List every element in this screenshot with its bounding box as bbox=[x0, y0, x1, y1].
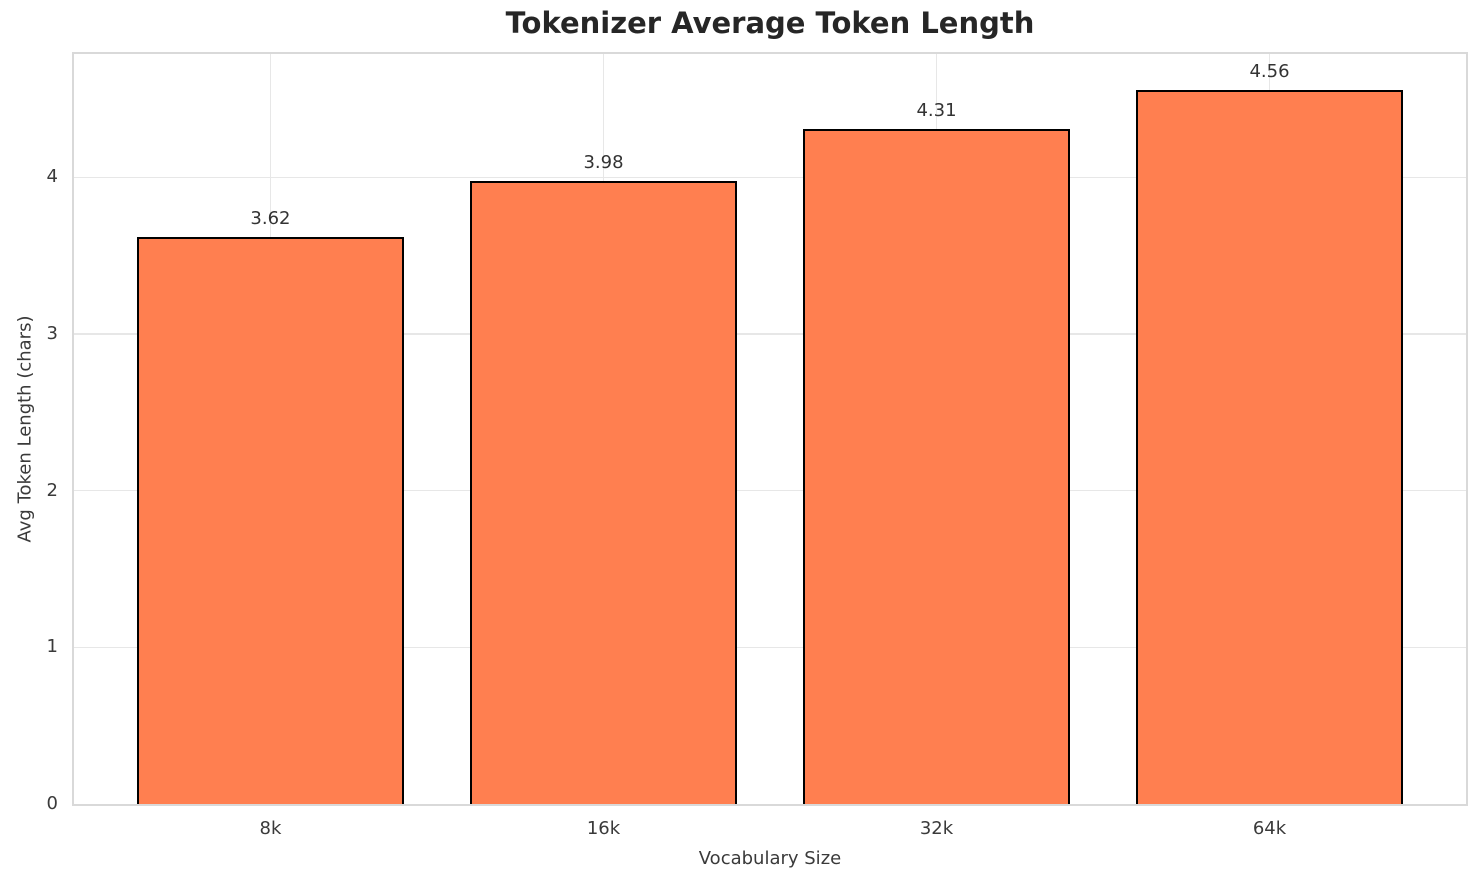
x-tick-label-8k: 8k bbox=[259, 818, 282, 839]
x-tick-label-32k: 32k bbox=[919, 818, 954, 839]
x-tick-label-16k: 16k bbox=[586, 818, 621, 839]
y-tick-label: 3 bbox=[46, 323, 58, 345]
x-axis-label: Vocabulary Size bbox=[698, 848, 842, 869]
horizontal-gridline bbox=[74, 646, 1466, 649]
plot-area: 3.62 3.98 4.31 4.56 bbox=[72, 52, 1468, 806]
bar-value-label: 4.56 bbox=[1249, 60, 1290, 82]
bar-value-label: 3.62 bbox=[250, 207, 291, 229]
bar-value-label: 3.98 bbox=[583, 151, 624, 173]
horizontal-gridline bbox=[74, 176, 1466, 179]
bar-8k bbox=[137, 236, 404, 804]
bar-value-label: 4.31 bbox=[916, 99, 957, 121]
y-tick-label: 4 bbox=[46, 166, 58, 188]
bar-32k bbox=[803, 128, 1070, 804]
horizontal-gridline bbox=[74, 489, 1466, 492]
x-tick-label-64k: 64k bbox=[1252, 818, 1287, 839]
bar-64k bbox=[1136, 89, 1403, 804]
chart-title: Tokenizer Average Token Length bbox=[505, 6, 1035, 40]
y-tick-label: 1 bbox=[46, 636, 58, 658]
y-tick-label: 2 bbox=[46, 479, 58, 501]
bar-16k bbox=[470, 180, 737, 804]
y-axis-label: Avg Token Length (chars) bbox=[14, 315, 36, 543]
y-tick-label: 0 bbox=[46, 793, 58, 814]
horizontal-gridline bbox=[74, 333, 1466, 335]
